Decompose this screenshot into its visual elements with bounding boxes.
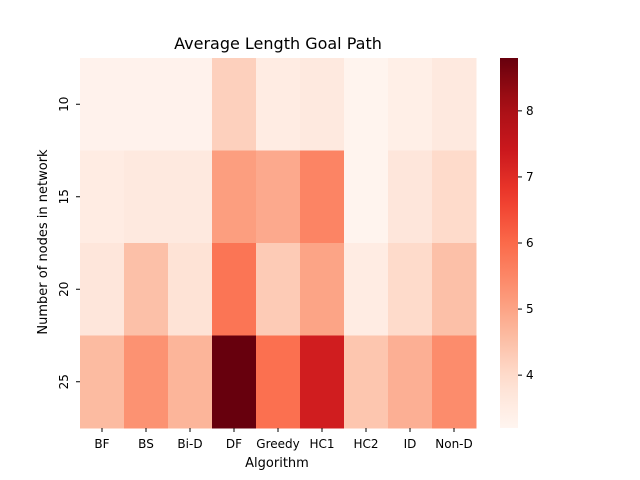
colorbar: 4 5 6 7 8 <box>500 58 534 428</box>
heatmap-cell <box>80 58 125 151</box>
x-tick-label: HC1 <box>309 437 334 451</box>
heatmap-cell <box>388 335 433 429</box>
x-axis-label: Algorithm <box>245 456 309 471</box>
heatmap-cell <box>80 243 125 336</box>
heatmap-cell <box>300 58 345 151</box>
heatmap-cell <box>388 150 433 244</box>
heatmap-cell <box>168 150 213 244</box>
colorbar-tick-label: 4 <box>526 368 534 382</box>
colorbar-tick-label: 5 <box>526 302 534 316</box>
x-tick-label: Greedy <box>256 437 299 451</box>
heatmap-cell <box>344 58 389 151</box>
y-tick-label: 20 <box>57 282 71 297</box>
heatmap-cell <box>212 150 257 244</box>
heatmap-cell <box>388 58 433 151</box>
heatmap-cell <box>124 150 169 244</box>
heatmap-cell <box>344 243 389 336</box>
heatmap-cell <box>300 150 345 244</box>
y-axis-ticks: 10 15 20 25 <box>57 97 80 389</box>
heatmap-cell <box>344 335 389 429</box>
x-tick-label: HC2 <box>353 437 378 451</box>
x-tick-label: BS <box>138 437 154 451</box>
heatmap-cell <box>300 335 345 429</box>
y-tick-label: 10 <box>57 97 71 112</box>
colorbar-tick-label: 8 <box>526 104 534 118</box>
heatmap-cell <box>432 243 477 336</box>
heatmap-cell <box>168 58 213 151</box>
heatmap-cell <box>300 243 345 336</box>
heatmap-cell <box>432 150 477 244</box>
x-tick-label: BF <box>94 437 109 451</box>
colorbar-gradient <box>500 58 518 428</box>
heatmap-cell <box>256 243 301 336</box>
x-tick-label: Bi-D <box>177 437 202 451</box>
y-axis-label: Number of nodes in network <box>36 149 51 335</box>
heatmap-cell <box>80 335 125 429</box>
x-axis-ticks: BF BS Bi-D DF Greedy HC1 HC2 ID Non-D <box>94 428 473 451</box>
colorbar-tick-label: 7 <box>526 170 534 184</box>
heatmap-cell <box>124 335 169 429</box>
heatmap-cell <box>212 58 257 151</box>
heatmap-cell <box>432 335 477 429</box>
chart-title: Average Length Goal Path <box>174 34 382 53</box>
heatmap-cell <box>388 243 433 336</box>
heatmap-cell <box>256 335 301 429</box>
y-tick-label: 15 <box>57 189 71 204</box>
heatmap-cell <box>80 150 125 244</box>
heatmap-cell <box>256 58 301 151</box>
heatmap-cells <box>80 58 477 429</box>
x-tick-label: ID <box>404 437 417 451</box>
heatmap-cell <box>212 243 257 336</box>
heatmap-cell <box>256 150 301 244</box>
colorbar-tick-label: 6 <box>526 236 534 250</box>
heatmap-cell <box>432 58 477 151</box>
heatmap-cell <box>124 58 169 151</box>
heatmap-cell <box>344 150 389 244</box>
heatmap-cell <box>168 243 213 336</box>
heatmap-cell <box>168 335 213 429</box>
y-tick-label: 25 <box>57 374 71 389</box>
heatmap-cell <box>124 243 169 336</box>
x-tick-label: Non-D <box>435 437 473 451</box>
x-tick-label: DF <box>226 437 242 451</box>
heatmap-cell <box>212 335 257 429</box>
